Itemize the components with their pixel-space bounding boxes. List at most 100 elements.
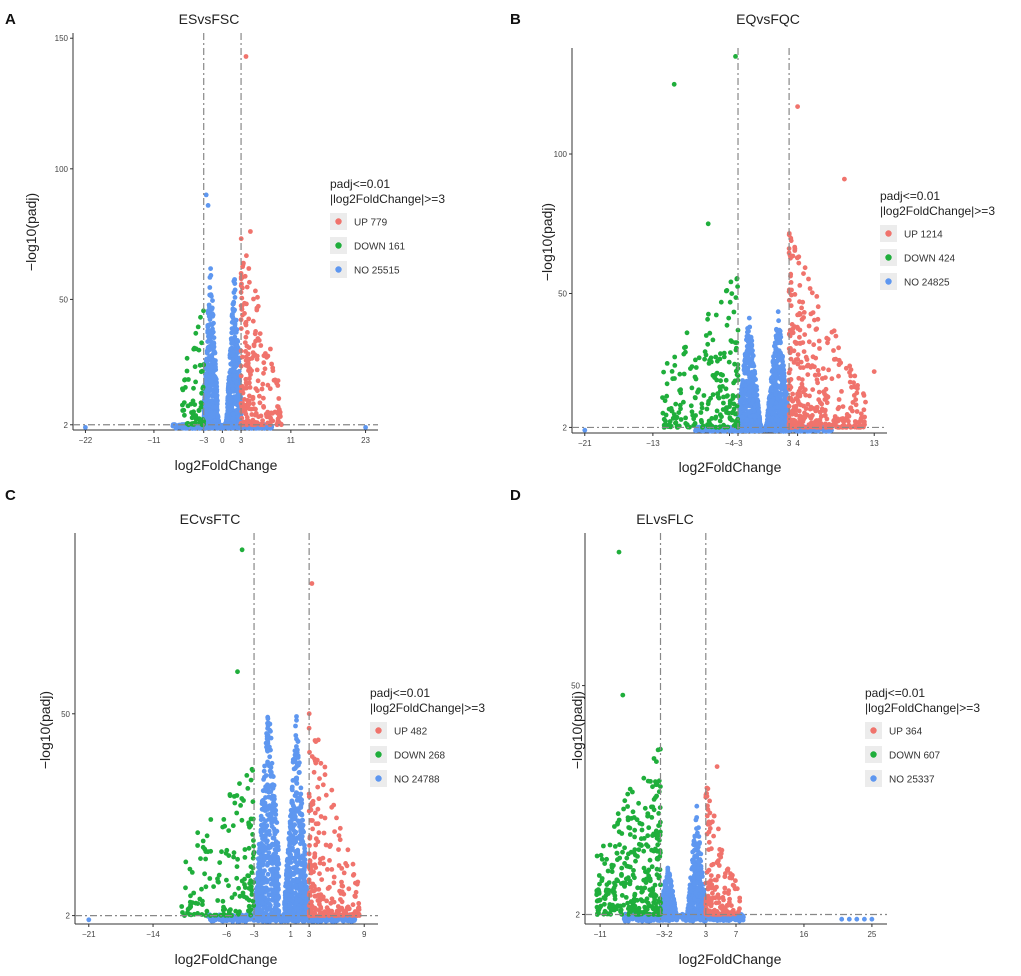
panel-b-point-up bbox=[816, 338, 822, 344]
panel-c-point-no bbox=[294, 797, 300, 803]
panel-c-point-no bbox=[300, 817, 305, 823]
panel-b-point-down bbox=[732, 340, 738, 345]
panel-b-point-down bbox=[699, 401, 705, 407]
panel-a-point-up bbox=[269, 361, 274, 367]
panel-a-point-no bbox=[229, 362, 235, 367]
panel-a-point-no bbox=[203, 192, 209, 198]
panel-b-point-down bbox=[720, 407, 726, 412]
panel-a-point-no bbox=[208, 273, 214, 278]
panel-b-x-tick-label: −13 bbox=[646, 439, 660, 448]
panel-a-point-no bbox=[211, 349, 217, 355]
panel-b-point-no bbox=[739, 397, 745, 403]
panel-a-point-down bbox=[184, 355, 190, 361]
panel-b-point-down bbox=[678, 417, 684, 422]
panel-b-point-down bbox=[696, 355, 702, 361]
panel-b-point-up bbox=[835, 418, 841, 424]
panel-a-y-tick-label: 100 bbox=[55, 165, 69, 174]
panel-a-point-up bbox=[248, 229, 253, 234]
panel-a: A ESvsFSC−22 −11 −3 0 3 11 23250100150log2FoldC… bbox=[5, 11, 445, 473]
panel-b-point-down bbox=[714, 377, 720, 383]
panel-a-point-no bbox=[234, 410, 240, 416]
panel-c-point-no bbox=[289, 798, 295, 804]
panel-a-x-tick-label: 0 bbox=[220, 436, 225, 445]
panel-c-point-no bbox=[271, 855, 277, 861]
panel-b-point-up bbox=[807, 422, 813, 428]
panel-b-point-down bbox=[713, 312, 719, 318]
panel-b-point-up bbox=[801, 349, 807, 354]
panel-b-point-down bbox=[677, 371, 683, 377]
panel-a-point-down bbox=[190, 398, 196, 404]
panel-c-point-no bbox=[287, 830, 292, 836]
panel-a-point-no bbox=[232, 374, 238, 379]
panel-a-point-no bbox=[229, 326, 235, 331]
panel-a-point-down bbox=[196, 347, 202, 353]
panel-b-point-no bbox=[751, 408, 757, 414]
panel-a-point-no bbox=[228, 346, 234, 352]
panel-b-point-down bbox=[698, 418, 704, 423]
panel-b-point-no bbox=[748, 334, 754, 340]
panel-b-point-up bbox=[801, 271, 806, 276]
panel-b-point-no bbox=[749, 342, 755, 348]
panel-c-point-no bbox=[262, 868, 267, 874]
panel-b-legend-key-up bbox=[885, 230, 892, 237]
panel-b-point-no bbox=[777, 412, 783, 418]
panel-b-point-down bbox=[701, 393, 707, 398]
panel-a-point-no bbox=[227, 407, 233, 413]
panel-a-legend: padj<=0.01|log2FoldChange|>=3UP 779DOWN … bbox=[330, 177, 445, 278]
panel-b-point-up bbox=[816, 372, 822, 378]
panel-c-point-no bbox=[283, 898, 289, 904]
panel-b-point-no bbox=[776, 318, 781, 324]
panel-b-point-down bbox=[671, 81, 677, 87]
panel-b-point-up bbox=[814, 326, 820, 332]
panel-a-y-tick-label: 150 bbox=[55, 34, 69, 43]
panel-b-point-up bbox=[810, 310, 816, 315]
panel-c-point-no bbox=[299, 824, 305, 830]
panel-b-point-down bbox=[720, 372, 725, 378]
panel-a-point-no bbox=[210, 298, 215, 303]
panel-c-point-no bbox=[271, 835, 277, 841]
panel-c-point-no bbox=[286, 887, 292, 893]
panel-c-point-no bbox=[257, 843, 263, 849]
panel-b-point-up bbox=[810, 354, 816, 360]
panel-c-point-no bbox=[302, 857, 308, 863]
panel-a-point-no bbox=[206, 334, 211, 339]
panel-b-point-down bbox=[731, 380, 736, 386]
panel-b-point-up bbox=[792, 292, 798, 297]
panel-a-point-no bbox=[210, 375, 216, 381]
panel-a-point-no bbox=[232, 277, 238, 283]
panel-b-point-no bbox=[744, 417, 749, 423]
panel-b-point-up bbox=[800, 299, 806, 305]
panel-b-legend: padj<=0.01|log2FoldChange|>=3UP 1214DOWN… bbox=[880, 189, 995, 290]
panel-a-point-down bbox=[199, 401, 205, 407]
panel-a-point-up bbox=[265, 382, 271, 388]
panel-b-point-up bbox=[799, 377, 805, 382]
panel-b-point-up bbox=[795, 352, 801, 357]
panel-c-point-no bbox=[256, 864, 262, 870]
panel-a-point-no bbox=[213, 364, 218, 370]
panel-c-point-no bbox=[285, 892, 290, 898]
panel-a-point-no bbox=[209, 412, 214, 417]
panel-a-point-up bbox=[254, 367, 260, 373]
panel-c-point-no bbox=[258, 817, 264, 823]
panel-b-x-label: log2FoldChange bbox=[679, 459, 782, 475]
panel-b-legend-label-up: UP 1214 bbox=[904, 230, 943, 241]
panel-a-point-up bbox=[257, 400, 263, 406]
panel-a-point-up bbox=[249, 355, 255, 361]
panel-a-point-up bbox=[277, 409, 283, 415]
panel-a-point-up bbox=[266, 413, 272, 419]
panel-c-point-no bbox=[294, 867, 300, 873]
panel-a-point-no bbox=[209, 340, 214, 345]
panel-c-point-no bbox=[261, 768, 267, 774]
panel-a-point-down bbox=[189, 421, 194, 427]
panel-a-point-up bbox=[262, 366, 268, 372]
panel-b-point-up bbox=[823, 393, 829, 398]
panel-b-point-no bbox=[745, 369, 751, 374]
panel-c-x-tick-label: −21 bbox=[82, 930, 96, 939]
panel-c-point-no bbox=[298, 860, 304, 866]
panel-b-point-up bbox=[797, 311, 803, 317]
panel-b-point-down bbox=[713, 354, 719, 360]
panel-b-legend-key-down bbox=[885, 254, 892, 261]
panel-c-point-no bbox=[263, 773, 269, 778]
panel-a-point-up bbox=[244, 381, 249, 387]
panel-c-point-no bbox=[297, 811, 303, 817]
